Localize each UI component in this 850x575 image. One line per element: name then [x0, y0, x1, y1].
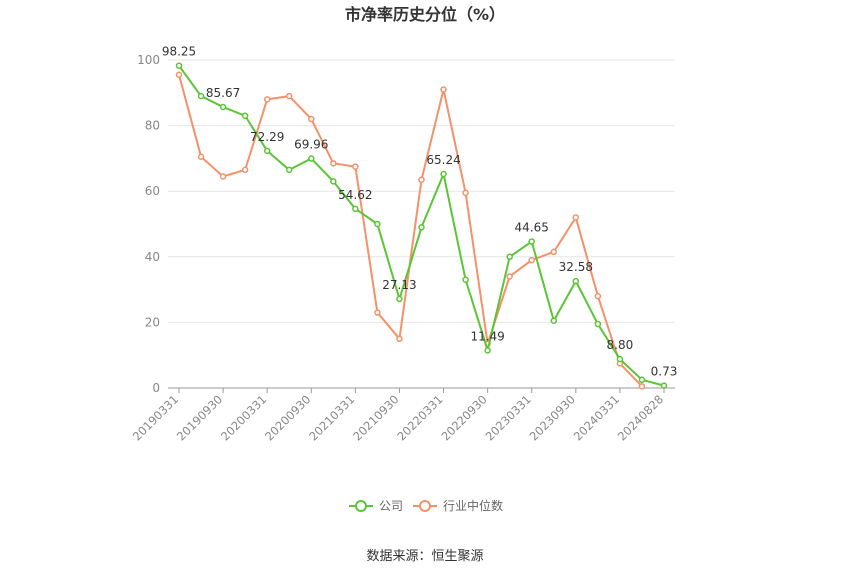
x-tick-label: 20220930	[438, 392, 489, 443]
x-axis: 2019033120190930202003312020093020210331…	[130, 387, 675, 444]
data-point	[462, 189, 469, 197]
data-point	[308, 155, 315, 162]
data-point	[528, 238, 535, 245]
legend-swatch-marker	[419, 500, 431, 512]
data-point	[418, 224, 425, 231]
legend-swatch-marker	[355, 500, 367, 512]
data-point	[197, 92, 205, 100]
series-layer	[175, 62, 668, 390]
data-point	[638, 383, 646, 390]
data-point	[241, 166, 249, 174]
data-point	[594, 320, 602, 328]
y-tick-label: 60	[145, 184, 160, 198]
data-point	[550, 317, 558, 325]
data-label: 69.96	[294, 138, 328, 152]
data-label: 8.80	[607, 338, 634, 352]
data-point	[616, 355, 624, 363]
data-label: 98.25	[162, 45, 196, 59]
data-point	[440, 170, 447, 178]
x-tick-label: 20210930	[350, 392, 401, 443]
source-note: 数据来源：恒生聚源	[366, 549, 483, 564]
data-point	[572, 214, 580, 221]
y-tick-label: 40	[145, 250, 160, 264]
data-point	[440, 86, 447, 93]
data-point	[330, 178, 337, 185]
x-tick-label: 20240331	[571, 392, 622, 443]
legend-label: 行业中位数	[443, 498, 503, 513]
data-label: 32.58	[559, 260, 593, 274]
data-point	[219, 173, 227, 180]
legend-item[interactable]: 行业中位数	[413, 498, 503, 513]
y-tick-label: 100	[137, 53, 160, 67]
data-label: 65.24	[426, 153, 460, 167]
data-label: 27.13	[382, 278, 416, 292]
x-tick-label: 20230930	[527, 392, 578, 443]
data-point	[594, 292, 602, 300]
data-point	[638, 376, 646, 384]
data-label: 85.67	[206, 86, 240, 100]
data-point	[528, 256, 535, 264]
x-tick-label: 20240828	[615, 392, 666, 443]
x-tick-label: 20190331	[130, 392, 181, 443]
chart-title: 市净率历史分位（%）	[345, 5, 505, 24]
x-tick-label: 20190930	[174, 392, 225, 443]
data-point	[308, 115, 315, 123]
x-tick-label: 20220331	[394, 392, 445, 443]
data-point	[263, 96, 271, 103]
data-point	[462, 276, 469, 284]
data-point	[285, 166, 293, 174]
legend-item[interactable]: 公司	[349, 499, 403, 513]
data-point	[418, 176, 425, 183]
data-label: 44.65	[515, 221, 549, 235]
x-tick-label: 20200331	[218, 392, 269, 443]
data-label: 72.29	[250, 130, 284, 144]
legend[interactable]: 公司 行业中位数	[349, 498, 503, 513]
data-point	[396, 335, 403, 343]
data-point	[484, 347, 491, 354]
data-point	[285, 92, 293, 100]
data-point	[330, 160, 337, 167]
x-tick-label: 20230331	[483, 392, 534, 443]
data-point	[550, 248, 558, 256]
data-label: 0.73	[651, 365, 678, 379]
data-point	[374, 309, 381, 316]
data-point	[175, 62, 183, 69]
data-point	[352, 205, 359, 213]
y-tick-label: 20	[145, 315, 160, 329]
grid-lines	[168, 59, 675, 323]
data-point	[506, 273, 513, 280]
data-point	[374, 220, 381, 228]
data-point	[241, 112, 249, 120]
data-point	[263, 147, 271, 155]
data-point	[396, 295, 403, 303]
data-point	[219, 103, 227, 111]
data-point	[660, 382, 668, 389]
y-axis: 0 20 40 60 80 100	[137, 53, 160, 395]
data-point	[175, 71, 183, 79]
x-tick-label: 20200930	[262, 392, 313, 443]
data-point	[197, 153, 205, 161]
x-tick-label: 20210331	[306, 392, 357, 443]
data-label: 11.49	[470, 329, 504, 343]
data-point	[352, 163, 359, 170]
y-tick-label: 0	[152, 381, 160, 395]
data-point	[572, 277, 580, 285]
y-tick-label: 80	[145, 119, 160, 133]
data-labels: 98.25 85.67 72.29 69.96 54.62 27.13 65.24 11.49…	[162, 45, 678, 379]
data-point	[506, 253, 513, 261]
legend-label: 公司	[379, 499, 403, 513]
data-label: 54.62	[338, 188, 372, 202]
